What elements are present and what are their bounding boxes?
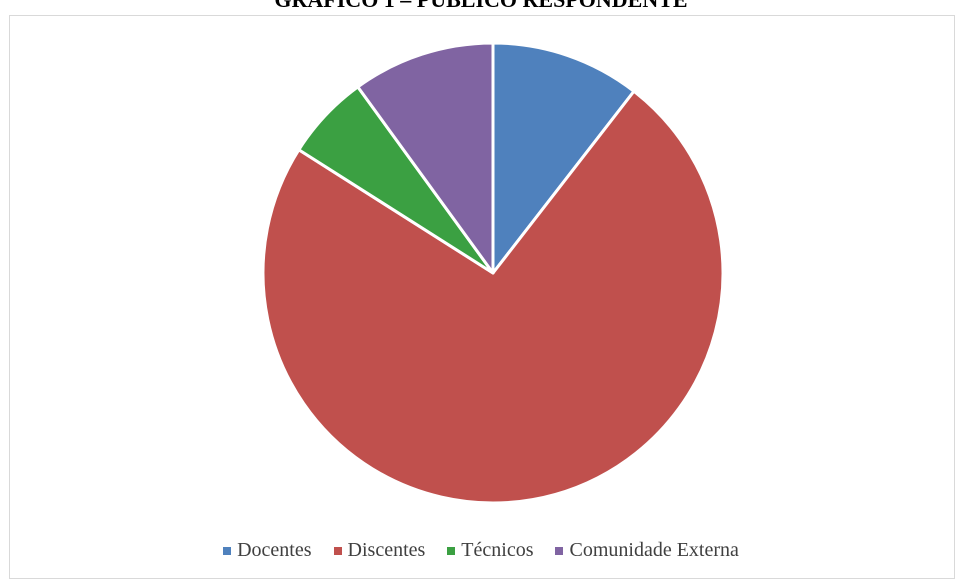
- legend-swatch-docentes: [223, 546, 232, 555]
- legend-swatch-tecnicos: [447, 546, 456, 555]
- legend-item-discentes: Discentes: [333, 539, 426, 562]
- legend-label-docentes: Docentes: [237, 539, 312, 561]
- chart-legend: Docentes Discentes Técnicos Comunidade E…: [0, 539, 962, 562]
- legend-item-comunidade-externa: Comunidade Externa: [555, 539, 739, 562]
- legend-label-tecnicos: Técnicos: [461, 539, 534, 561]
- legend-swatch-comunidade-externa: [555, 546, 564, 555]
- pie-slice-comunidade-externa: [356, 41, 495, 275]
- chart-title: GRÁFICO 1 – PÚBLICO RESPONDENTE: [0, 0, 962, 13]
- pie-slice-docentes: [491, 41, 636, 275]
- legend-item-tecnicos: Técnicos: [447, 539, 533, 562]
- legend-label-discentes: Discentes: [347, 539, 426, 561]
- pie-slice-discentes: [261, 89, 725, 505]
- legend-swatch-discentes: [333, 546, 342, 555]
- legend-label-comunidade-externa: Comunidade Externa: [569, 539, 739, 561]
- legend-item-docentes: Docentes: [223, 539, 312, 562]
